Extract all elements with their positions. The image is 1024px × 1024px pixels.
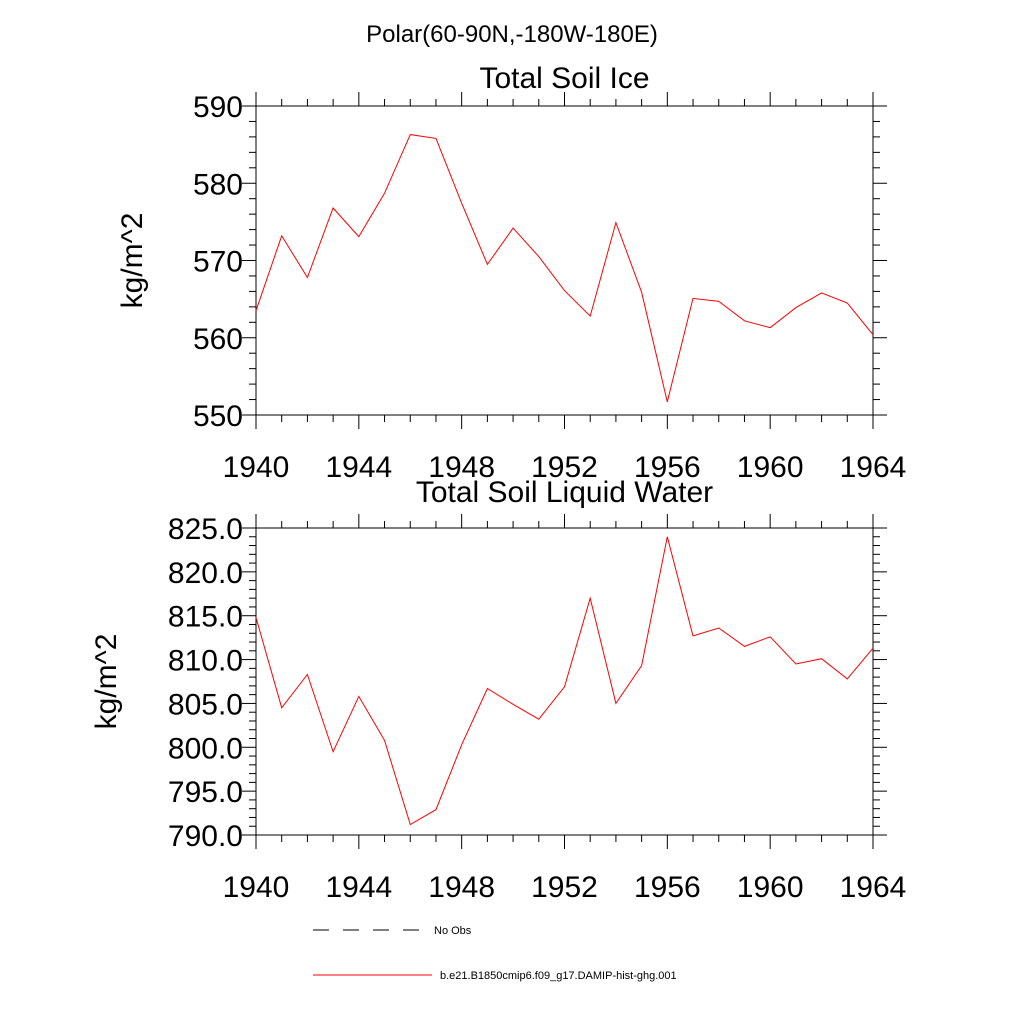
- y-axis-label: kg/m^2: [116, 213, 149, 309]
- data-point: [795, 663, 796, 664]
- data-point: [564, 290, 565, 291]
- data-point: [410, 134, 411, 135]
- data-point: [256, 310, 257, 311]
- chart-title: Total Soil Ice: [479, 62, 649, 95]
- x-tick-label: 1948: [428, 451, 495, 484]
- y-tick-label: 550: [193, 400, 243, 433]
- x-tick-label: 1952: [531, 451, 598, 484]
- data-point: [384, 193, 385, 194]
- data-point: [770, 327, 771, 328]
- y-tick-label: 810.0: [168, 645, 243, 678]
- data-point: [667, 536, 668, 537]
- y-tick-label: 790.0: [168, 820, 243, 853]
- data-point: [435, 809, 436, 810]
- data-point: [358, 236, 359, 237]
- data-point: [256, 617, 257, 618]
- data-point: [744, 320, 745, 321]
- x-tick-label: 1956: [634, 871, 701, 904]
- data-point: [590, 598, 591, 599]
- figure-suptitle: Polar(60-90N,-180W-180E): [366, 21, 658, 48]
- data-point: [873, 648, 874, 649]
- data-point: [847, 678, 848, 679]
- x-tick-label: 1964: [840, 451, 907, 484]
- data-point: [590, 316, 591, 317]
- data-point: [513, 704, 514, 705]
- data-point: [770, 636, 771, 637]
- data-point: [333, 751, 334, 752]
- y-tick-label: 580: [193, 168, 243, 201]
- x-tick-label: 1960: [737, 451, 804, 484]
- x-tick-label: 1964: [840, 871, 907, 904]
- data-point: [461, 203, 462, 204]
- y-tick-label: 560: [193, 323, 243, 356]
- x-tick-label: 1952: [531, 871, 598, 904]
- panel-total-soil-liquid-water: Total Soil Liquid Water kg/m^2 1940 1944 194…: [90, 476, 906, 904]
- y-tick-label: 815.0: [168, 601, 243, 634]
- y-tick-label: 825.0: [168, 513, 243, 546]
- y-tick-label: 795.0: [168, 776, 243, 809]
- data-point: [693, 635, 694, 636]
- data-point: [281, 707, 282, 708]
- data-point: [641, 292, 642, 293]
- y-tick-label: 590: [193, 91, 243, 124]
- data-point: [461, 744, 462, 745]
- y-tick-label: 820.0: [168, 557, 243, 590]
- data-point: [667, 401, 668, 402]
- data-point: [538, 719, 539, 720]
- data-point: [513, 228, 514, 229]
- x-tick-label: 1956: [634, 451, 701, 484]
- data-point: [615, 703, 616, 704]
- data-point: [487, 264, 488, 265]
- data-point: [564, 686, 565, 687]
- data-point: [410, 824, 411, 825]
- y-tick-label: 570: [193, 246, 243, 279]
- legend: No Obs b.e21.B1850cmip6.f09_g17.DAMIP-hi…: [313, 925, 677, 982]
- data-point: [307, 277, 308, 278]
- y-tick-label: 805.0: [168, 688, 243, 721]
- data-point: [281, 235, 282, 236]
- x-tick-label: 1948: [428, 871, 495, 904]
- series-line: [255, 134, 874, 403]
- data-point: [487, 688, 488, 689]
- data-point: [307, 674, 308, 675]
- data-point: [718, 627, 719, 628]
- x-tick-label: 1944: [325, 871, 392, 904]
- data-point: [795, 307, 796, 308]
- data-point: [641, 665, 642, 666]
- data-point: [718, 301, 719, 302]
- x-tick-label: 1940: [223, 451, 290, 484]
- series-line: [255, 536, 874, 826]
- x-tick-label: 1940: [223, 871, 290, 904]
- data-point: [615, 222, 616, 223]
- legend-no-obs-label: No Obs: [434, 925, 472, 937]
- legend-run-label: b.e21.B1850cmip6.f09_g17.DAMIP-hist-ghg.…: [440, 970, 677, 982]
- data-point: [333, 207, 334, 208]
- data-point: [821, 292, 822, 293]
- x-tick-label: 1960: [737, 871, 804, 904]
- data-point: [821, 658, 822, 659]
- panel-total-soil-ice: Total Soil Ice kg/m^2 1940 1944 1948 1952 1956…: [116, 62, 906, 484]
- data-point: [847, 302, 848, 303]
- data-point: [358, 696, 359, 697]
- data-point: [435, 138, 436, 139]
- x-tick-label: 1944: [325, 451, 392, 484]
- data-point: [873, 334, 874, 335]
- data-point: [744, 646, 745, 647]
- plot-frame: [255, 105, 874, 416]
- data-point: [538, 256, 539, 257]
- plot-frame: [255, 527, 874, 836]
- y-tick-label: 800.0: [168, 732, 243, 765]
- data-point: [384, 740, 385, 741]
- data-point: [693, 298, 694, 299]
- y-axis-label: kg/m^2: [90, 634, 123, 730]
- chart-title: Total Soil Liquid Water: [416, 476, 713, 509]
